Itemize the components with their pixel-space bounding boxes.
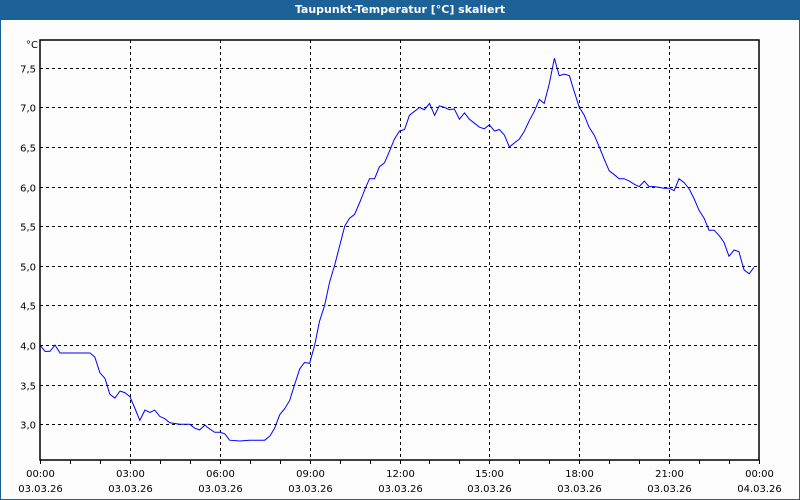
x-tick-time-label: 00:00 <box>745 469 774 480</box>
x-tick-date-label: 03.03.26 <box>108 484 153 495</box>
y-tick-label: 3,0 <box>20 421 36 432</box>
x-tick-time-label: 15:00 <box>475 469 504 480</box>
x-tick-date-label: 03.03.26 <box>288 484 333 495</box>
x-tick-date-label: 03.03.26 <box>647 484 692 495</box>
x-tick-time-label: 00:00 <box>26 469 55 480</box>
x-tick-date-label: 03.03.26 <box>467 484 512 495</box>
x-tick-time-label: 21:00 <box>655 469 684 480</box>
y-tick-label: 4,5 <box>20 302 36 313</box>
y-axis-unit-label: °C <box>26 40 38 51</box>
x-tick-date-label: 03.03.26 <box>18 484 63 495</box>
x-tick-time-label: 09:00 <box>296 469 325 480</box>
chart-title: Taupunkt-Temperatur [°C] skaliert <box>0 0 800 20</box>
series-line <box>39 58 755 442</box>
y-tick-label: 5,0 <box>20 263 36 274</box>
y-tick-label: 7,5 <box>20 65 36 76</box>
x-tick-date-label: 04.03.26 <box>737 484 782 495</box>
x-tick-date-label: 03.03.26 <box>378 484 423 495</box>
y-tick-label: 6,5 <box>20 144 36 155</box>
y-tick-label: 6,0 <box>20 184 36 195</box>
y-tick-label: 4,0 <box>20 342 36 353</box>
plot-area-border <box>39 39 760 461</box>
y-tick-label: 7,0 <box>20 104 36 115</box>
x-tick-time-label: 03:00 <box>116 469 145 480</box>
x-tick-time-label: 06:00 <box>206 469 235 480</box>
x-tick-time-label: 18:00 <box>565 469 594 480</box>
x-tick-date-label: 03.03.26 <box>198 484 243 495</box>
y-tick-label: 3,5 <box>20 382 36 393</box>
x-tick-time-label: 12:00 <box>386 469 415 480</box>
y-tick-label: 5,5 <box>20 223 36 234</box>
x-tick-date-label: 03.03.26 <box>557 484 602 495</box>
